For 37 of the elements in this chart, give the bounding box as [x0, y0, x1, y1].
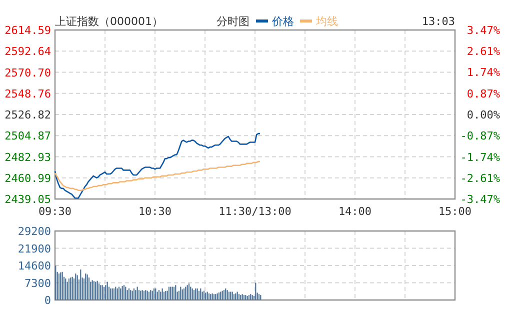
x-tick-label: 14:00 [338, 205, 372, 218]
y2-tick-label: -1.74% [460, 150, 500, 164]
y-tick-label: 0 [44, 294, 51, 307]
y-tick-label: 2614.59 [4, 24, 51, 37]
y-tick-label: 7300 [24, 276, 51, 290]
legend-item: 价格 [256, 15, 294, 28]
y-tick-label: 2526.82 [4, 108, 51, 122]
y-tick-label: 2504.87 [4, 130, 51, 143]
y2-tick-label: 1.74% [466, 66, 500, 80]
y-tick-label: 2460.99 [4, 172, 51, 185]
line-series [54, 132, 261, 199]
y2-tick-label: 2.61% [466, 44, 500, 58]
y-tick-label: 21900 [18, 242, 51, 256]
y-tick-label: 14600 [18, 260, 51, 272]
y-tick-label: 2548.76 [4, 87, 51, 100]
legend-label: 均线 [315, 15, 338, 28]
x-tick-label: 09:30 [38, 205, 72, 218]
x-tick-label: 10:30 [138, 205, 172, 218]
text: 13:03 [422, 15, 455, 28]
y2-tick-label: 0.00% [466, 108, 500, 122]
y-tick-label: 2592.64 [4, 45, 52, 58]
legend-label: 价格 [271, 15, 294, 28]
y-tick-label: 2482.93 [4, 150, 51, 164]
x-tick-label: 15:00 [438, 205, 472, 218]
y2-tick-label: -3.47% [460, 193, 500, 206]
chart-title: 上证指数（000001） [55, 15, 163, 28]
y2-tick-label: 0.87% [466, 87, 500, 100]
x-tick-label: 11:30/13:00 [218, 205, 292, 218]
y2-tick-label: -2.61% [460, 172, 500, 186]
y2-tick-label: 3.47% [466, 24, 500, 37]
legend-item: 均线 [300, 15, 338, 28]
line-series [54, 160, 261, 192]
y-tick-label: 29200 [18, 225, 51, 238]
y2-tick-label: -0.87% [460, 130, 500, 143]
y-tick-label: 2570.70 [4, 66, 51, 80]
y-tick-label: 2439.05 [4, 193, 51, 206]
chart-subtitle: 分时图 [216, 15, 250, 28]
